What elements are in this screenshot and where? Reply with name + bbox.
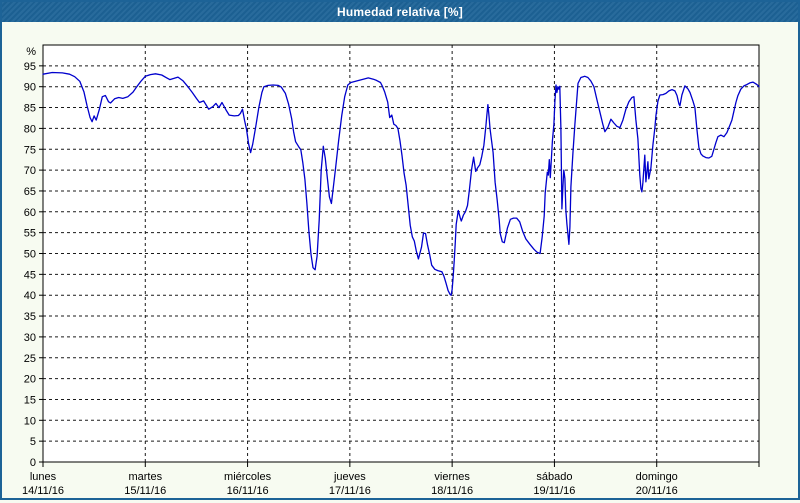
y-tick-label: 0: [30, 457, 36, 469]
y-tick-label: 50: [24, 249, 36, 261]
y-tick-label: 10: [24, 415, 36, 427]
x-day-name: martes: [128, 471, 162, 483]
chart-area: 0 5 10 15 20 25 30 35 40 45 50 55 60 65 70 75 80 85 90 95% l…: [2, 22, 798, 498]
x-day-date: 15/11/16: [124, 485, 166, 497]
y-tick-label: 55: [24, 228, 36, 240]
x-day-date: 19/11/16: [533, 485, 575, 497]
y-tick-label: 40: [24, 290, 36, 302]
y-tick-label: 95: [24, 61, 36, 73]
y-tick-label: 85: [24, 103, 36, 115]
y-tick-label: 20: [24, 374, 36, 386]
window-title: Humedad relativa [%]: [336, 5, 464, 19]
x-day-name: lunes: [30, 471, 57, 483]
x-day-name: sábado: [536, 471, 572, 483]
title-bar: Humedad relativa [%]: [2, 2, 798, 22]
x-day-date: 18/11/16: [431, 485, 473, 497]
x-day-name: miércoles: [224, 471, 272, 483]
humidity-chart: 0 5 10 15 20 25 30 35 40 45 50 55 60 65 70 75 80 85 90 95% l…: [22, 44, 760, 497]
humidity-line: [42, 71, 760, 296]
y-tick-label: 80: [24, 123, 36, 135]
x-day-date: 14/11/16: [22, 485, 64, 497]
y-tick-label: 15: [24, 394, 36, 406]
y-tick-label: 30: [24, 332, 36, 344]
x-day-date: 17/11/16: [329, 485, 371, 497]
y-tick-label: 65: [24, 186, 36, 198]
y-axis-unit-label: %: [26, 46, 36, 58]
y-tick-label: 75: [24, 144, 36, 156]
x-day-name: jueves: [333, 471, 366, 483]
y-tick-label: 25: [24, 353, 36, 365]
y-tick-label: 70: [24, 165, 36, 177]
y-tick-label: 35: [24, 311, 36, 323]
y-tick-label: 45: [24, 269, 36, 281]
x-day-name: domingo: [636, 471, 678, 483]
x-day-date: 20/11/16: [636, 485, 678, 497]
y-tick-label: 60: [24, 207, 36, 219]
x-day-name: viernes: [434, 471, 470, 483]
x-day-date: 16/11/16: [227, 485, 269, 497]
y-tick-label: 5: [30, 436, 36, 448]
y-tick-label: 90: [24, 82, 36, 94]
